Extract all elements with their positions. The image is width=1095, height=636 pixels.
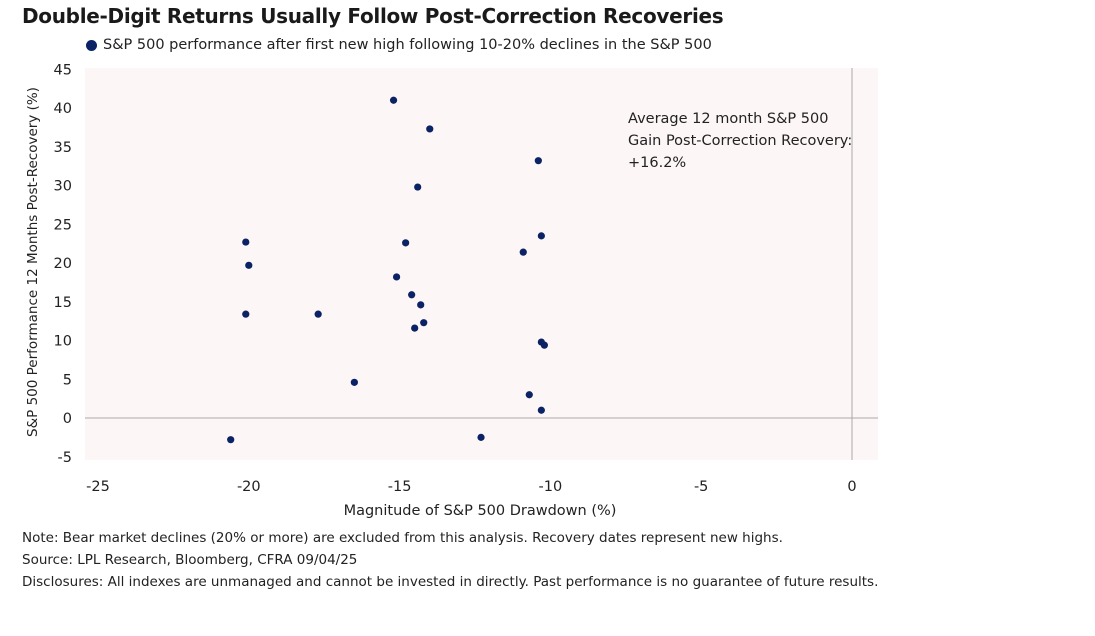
data-point [420,319,428,327]
x-tick-label: 0 [847,479,856,495]
y-tick-label: 40 [54,101,72,117]
data-point [389,96,398,104]
data-point [540,341,548,349]
data-point [477,433,485,441]
data-point [350,378,358,386]
note-text: Note: Bear market declines (20% or more)… [22,530,783,546]
plot-area [85,68,878,460]
data-point [314,310,322,318]
data-point [534,157,542,165]
x-tick-label: -25 [86,479,110,495]
x-tick-label: -20 [237,479,261,495]
y-tick-label: 5 [63,372,72,388]
data-point [227,436,235,444]
x-tick-label: -10 [539,479,563,495]
y-tick-label: 20 [54,256,72,272]
y-tick-label: 10 [54,334,72,350]
legend-marker-icon [86,39,97,51]
data-point [408,291,416,299]
data-point [414,183,422,191]
y-axis-label: S&P 500 Performance 12 Months Post-Recov… [25,87,41,437]
data-point [417,301,425,309]
y-tick-label: 15 [54,295,72,311]
data-point [537,406,545,414]
data-point [525,391,533,399]
legend-label: S&P 500 performance after first new high… [103,37,712,53]
y-tick-label: 30 [54,179,72,195]
annotation: Average 12 month S&P 500 Gain Post-Corre… [628,111,853,171]
data-point [411,324,419,332]
data-point [402,239,410,247]
y-tick-label: 35 [54,140,72,156]
y-tick-label: -5 [58,450,72,466]
data-point [245,261,253,269]
data-point [519,248,527,256]
y-tick-label: 0 [63,411,72,427]
x-axis-label: Magnitude of S&P 500 Drawdown (%) [343,503,617,519]
disclosures-text: Disclosures: All indexes are unmanaged a… [22,574,879,590]
data-point [242,310,250,318]
chart-title: Double-Digit Returns Usually Follow Post… [22,4,724,28]
y-tick-label: 25 [54,217,72,233]
y-tick-label: 45 [54,62,72,78]
data-point [426,125,434,133]
data-point [392,273,401,281]
source-text: Source: LPL Research, Bloomberg, CFRA 09… [22,552,358,568]
data-point [242,238,250,246]
legend: S&P 500 performance after first new high… [86,37,712,53]
data-point [537,232,545,240]
x-tick-label: -15 [388,479,412,495]
x-tick-label: -5 [694,479,708,495]
